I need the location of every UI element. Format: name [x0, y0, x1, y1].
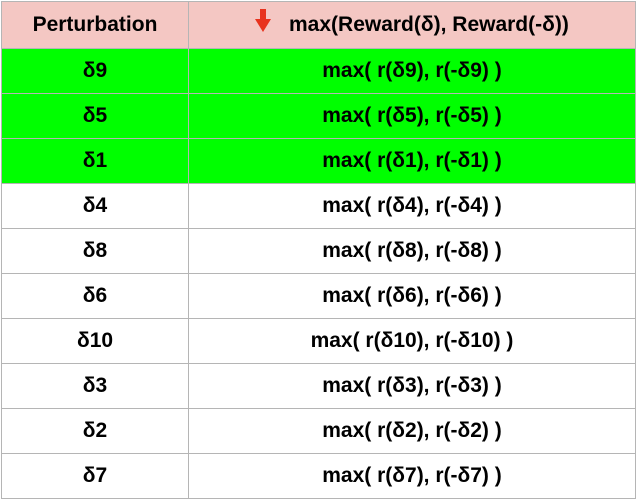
table-row: δ3 max( r(δ3), r(-δ3) )	[1, 363, 636, 409]
perturbation-cell[interactable]: δ6	[1, 273, 189, 319]
table-row: δ9 max( r(δ9), r(-δ9) )	[1, 48, 636, 94]
table-row: δ6 max( r(δ6), r(-δ6) )	[1, 273, 636, 319]
column-header-perturbation-label: Perturbation	[32, 13, 158, 36]
max-reward-cell[interactable]: max( r(δ8), r(-δ8) )	[188, 228, 636, 274]
header-row: Perturbation max(Reward(δ), Reward(-δ))	[1, 1, 636, 49]
max-reward-cell[interactable]: max( r(δ10), r(-δ10) )	[188, 318, 636, 364]
table-row: δ2 max( r(δ2), r(-δ2) )	[1, 408, 636, 454]
table-row: δ7 max( r(δ7), r(-δ7) )	[1, 453, 636, 499]
perturbation-cell[interactable]: δ4	[1, 183, 189, 229]
max-reward-cell[interactable]: max( r(δ2), r(-δ2) )	[188, 408, 636, 454]
max-reward-cell[interactable]: max( r(δ7), r(-δ7) )	[188, 453, 636, 499]
perturbation-cell[interactable]: δ9	[1, 48, 189, 94]
table-row: δ10 max( r(δ10), r(-δ10) )	[1, 318, 636, 364]
perturbation-cell[interactable]: δ10	[1, 318, 189, 364]
max-reward-cell[interactable]: max( r(δ3), r(-δ3) )	[188, 363, 636, 409]
table-body: δ9 max( r(δ9), r(-δ9) ) δ5 max( r(δ5), r(-δ…	[1, 48, 636, 499]
sort-descending-arrow-icon[interactable]	[255, 9, 272, 39]
table-row: δ4 max( r(δ4), r(-δ4) )	[1, 183, 636, 229]
column-header-max-reward-label: max(Reward(δ), Reward(-δ))	[289, 13, 569, 36]
perturbation-cell[interactable]: δ2	[1, 408, 189, 454]
max-reward-cell[interactable]: max( r(δ5), r(-δ5) )	[188, 93, 636, 139]
perturbation-cell[interactable]: δ3	[1, 363, 189, 409]
table-row: δ5 max( r(δ5), r(-δ5) )	[1, 93, 636, 139]
max-reward-cell[interactable]: max( r(δ6), r(-δ6) )	[188, 273, 636, 319]
perturbation-cell[interactable]: δ7	[1, 453, 189, 499]
table-row: δ8 max( r(δ8), r(-δ8) )	[1, 228, 636, 274]
column-header-perturbation[interactable]: Perturbation	[1, 1, 189, 49]
perturbation-cell[interactable]: δ5	[1, 93, 189, 139]
perturbation-cell[interactable]: δ1	[1, 138, 189, 184]
table-row: δ1 max( r(δ1), r(-δ1) )	[1, 138, 636, 184]
perturbation-cell[interactable]: δ8	[1, 228, 189, 274]
max-reward-cell[interactable]: max( r(δ4), r(-δ4) )	[188, 183, 636, 229]
max-reward-cell[interactable]: max( r(δ9), r(-δ9) )	[188, 48, 636, 94]
column-header-max-reward[interactable]: max(Reward(δ), Reward(-δ))	[188, 1, 636, 49]
max-reward-cell[interactable]: max( r(δ1), r(-δ1) )	[188, 138, 636, 184]
